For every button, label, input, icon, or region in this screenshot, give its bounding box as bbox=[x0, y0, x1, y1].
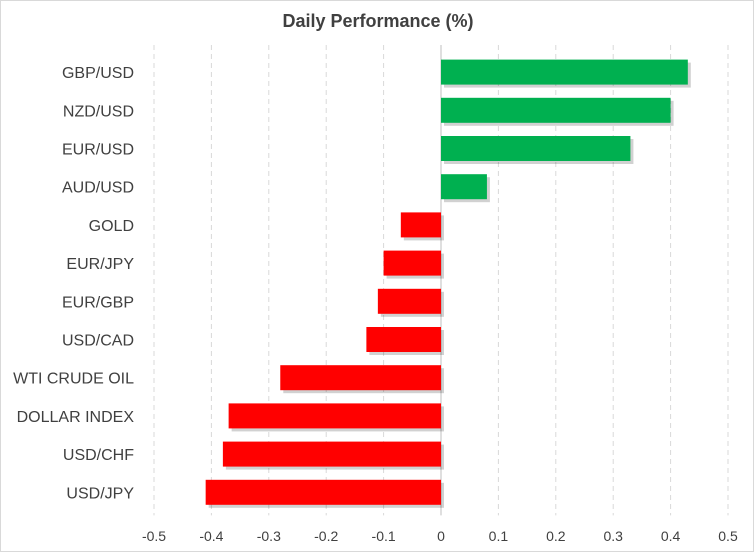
category-label: USD/CAD bbox=[62, 333, 134, 350]
x-tick-label: 0.1 bbox=[489, 528, 509, 544]
bar-usd-cad bbox=[366, 327, 441, 352]
bar-nzd-usd bbox=[441, 97, 671, 123]
bar-gold bbox=[400, 212, 441, 238]
category-label: EUR/JPY bbox=[66, 256, 134, 273]
bar-wti-crude-oil bbox=[280, 365, 441, 391]
category-label: DOLLAR INDEX bbox=[17, 409, 135, 426]
bar-eur-usd bbox=[441, 136, 631, 161]
x-tick-label: -0.5 bbox=[142, 528, 166, 544]
category-label: AUD/USD bbox=[62, 180, 134, 197]
x-tick-label: 0.2 bbox=[546, 528, 566, 544]
bar-usd-jpy bbox=[205, 479, 441, 505]
category-label: USD/CHF bbox=[63, 447, 134, 464]
category-label: GOLD bbox=[89, 218, 134, 235]
x-tick-label: 0 bbox=[437, 528, 445, 544]
x-tick-label: -0.2 bbox=[314, 528, 338, 544]
x-tick-label: 0.5 bbox=[718, 528, 738, 544]
category-label: EUR/GBP bbox=[62, 294, 134, 311]
x-tick-label: -0.1 bbox=[372, 528, 396, 544]
chart-title: Daily Performance (%) bbox=[282, 11, 474, 31]
x-tick-label: -0.4 bbox=[199, 528, 223, 544]
category-label: NZD/USD bbox=[63, 103, 134, 120]
bar-eur-jpy bbox=[383, 250, 441, 276]
category-label: WTI CRUDE OIL bbox=[13, 371, 134, 388]
bar-dollar-index bbox=[228, 403, 441, 429]
category-label: GBP/USD bbox=[62, 65, 134, 82]
x-tick-label: 0.4 bbox=[661, 528, 681, 544]
category-label: EUR/USD bbox=[62, 142, 134, 159]
x-tick-label: 0.3 bbox=[603, 528, 623, 544]
bar-aud-usd bbox=[441, 174, 487, 200]
x-tick-label: -0.3 bbox=[257, 528, 281, 544]
bar-eur-gbp bbox=[377, 288, 441, 314]
bar-gbp-usd bbox=[441, 59, 688, 85]
bar-usd-chf bbox=[222, 441, 441, 467]
category-label: USD/JPY bbox=[66, 485, 134, 502]
